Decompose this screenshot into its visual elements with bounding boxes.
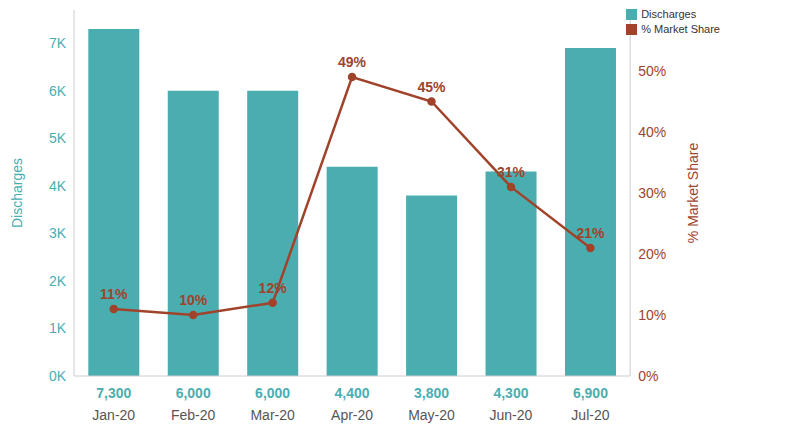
- svg-text:% Market Share: % Market Share: [685, 143, 701, 244]
- svg-text:Apr-20: Apr-20: [331, 407, 373, 423]
- svg-text:0K: 0K: [49, 368, 67, 384]
- svg-text:Mar-20: Mar-20: [250, 407, 295, 423]
- svg-text:Feb-20: Feb-20: [171, 407, 216, 423]
- html-text:Discharges: Discharges: [641, 8, 697, 20]
- svg-text:12%: 12%: [259, 280, 288, 296]
- svg-text:1K: 1K: [49, 320, 67, 336]
- svg-text:6K: 6K: [49, 83, 67, 99]
- svg-text:0%: 0%: [638, 368, 658, 384]
- svg-text:Jun-20: Jun-20: [490, 407, 533, 423]
- svg-text:7K: 7K: [49, 35, 67, 51]
- svg-text:4,400: 4,400: [335, 385, 370, 401]
- svg-text:21%: 21%: [576, 225, 605, 241]
- svg-text:5K: 5K: [49, 130, 67, 146]
- svg-text:50%: 50%: [638, 63, 666, 79]
- svg-text:3K: 3K: [49, 225, 67, 241]
- svg-text:7,300: 7,300: [96, 385, 131, 401]
- svg-text:2K: 2K: [49, 273, 67, 289]
- svg-text:10%: 10%: [638, 307, 666, 323]
- svg-text:Discharges: Discharges: [9, 158, 25, 228]
- svg-text:3,800: 3,800: [414, 385, 449, 401]
- svg-text:49%: 49%: [338, 54, 367, 70]
- svg-text:31%: 31%: [497, 164, 526, 180]
- svg-text:20%: 20%: [638, 246, 666, 262]
- html-text:% Market Share: % Market Share: [641, 23, 720, 35]
- svg-text:6,000: 6,000: [255, 385, 290, 401]
- svg-text:45%: 45%: [417, 79, 446, 95]
- svg-text:40%: 40%: [638, 124, 666, 140]
- svg-text:4K: 4K: [49, 178, 67, 194]
- svg-text:Jul-20: Jul-20: [571, 407, 609, 423]
- svg-text:6,900: 6,900: [573, 385, 608, 401]
- svg-text:4,300: 4,300: [493, 385, 528, 401]
- svg-text:May-20: May-20: [408, 407, 455, 423]
- svg-text:6,000: 6,000: [176, 385, 211, 401]
- svg-text:11%: 11%: [100, 286, 128, 302]
- svg-text:Jan-20: Jan-20: [92, 407, 135, 423]
- svg-text:30%: 30%: [638, 185, 666, 201]
- svg-text:10%: 10%: [179, 292, 208, 308]
